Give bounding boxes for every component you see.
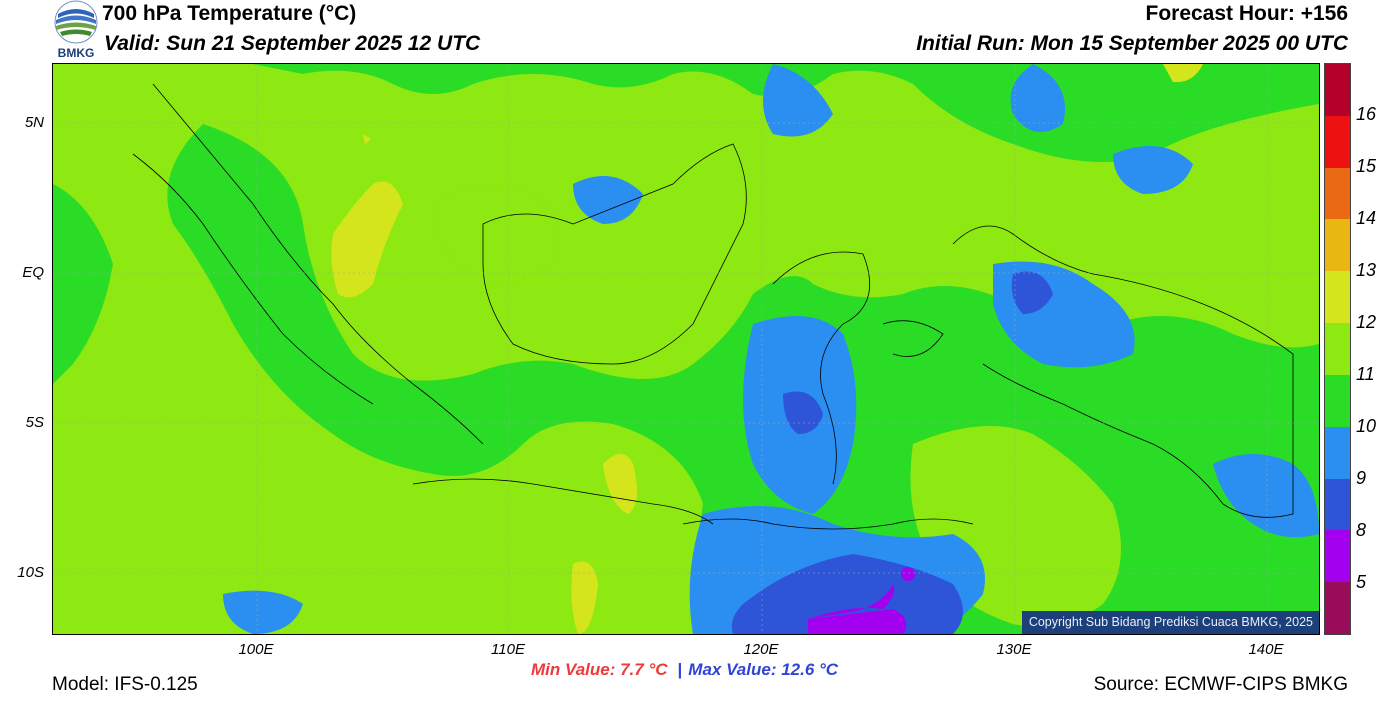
band-7-8 — [808, 567, 915, 634]
colorbar — [1324, 63, 1351, 635]
lon-label-130e: 130E — [996, 641, 1032, 658]
lon-label-110e: 110E — [491, 641, 525, 658]
svg-text:BMKG: BMKG — [58, 46, 95, 60]
temperature-field — [53, 64, 1319, 634]
bmkg-logo: BMKG — [52, 0, 100, 60]
colorbar-label-13: 13 — [1356, 260, 1377, 280]
colorbar-label-8: 8 — [1356, 520, 1367, 540]
colorbar-segment — [1325, 582, 1350, 634]
colorbar-segment — [1325, 115, 1350, 168]
colorbar-label-14: 14 — [1356, 208, 1377, 228]
lat-label-eq: EQ — [22, 264, 44, 281]
colorbar-segment — [1325, 323, 1350, 375]
colorbar-segment — [1325, 478, 1350, 531]
model-name: Model: IFS-0.125 — [52, 674, 198, 695]
colorbar-segment — [1325, 271, 1350, 324]
max-value: Max Value: 12.6 °C — [688, 660, 839, 679]
colorbar-segment — [1325, 167, 1350, 220]
copyright-notice: Copyright Sub Bidang Prediksi Cuaca BMKG… — [1021, 611, 1319, 634]
colorbar-segment — [1325, 219, 1350, 272]
coastlines — [132, 83, 1294, 530]
colorbar-label-12: 12 — [1356, 312, 1377, 332]
lon-label-120e: 120E — [743, 641, 779, 658]
colorbar-label-11: 11 — [1356, 364, 1375, 384]
value-separator: | — [677, 660, 683, 679]
colorbar-segment — [1325, 64, 1350, 116]
colorbar-label-16: 16 — [1356, 104, 1377, 124]
initial-run: Initial Run: Mon 15 September 2025 00 UT… — [916, 32, 1348, 55]
graticule — [53, 64, 1319, 634]
colorbar-segment — [1325, 374, 1350, 427]
forecast-hour: Forecast Hour: +156 — [1145, 2, 1349, 25]
min-max-values: Min Value: 7.7 °C | Max Value: 12.6 °C — [531, 660, 838, 680]
colorbar-segment — [1325, 426, 1350, 479]
colorbar-label-10: 10 — [1356, 416, 1377, 436]
lon-label-100e: 100E — [238, 641, 274, 658]
data-source: Source: ECMWF-CIPS BMKG — [1093, 674, 1348, 695]
lat-label-5n: 5N — [24, 114, 44, 131]
temperature-map: Copyright Sub Bidang Prediksi Cuaca BMKG… — [52, 63, 1320, 635]
colorbar-segment — [1325, 530, 1350, 583]
min-value: Min Value: 7.7 °C — [531, 660, 668, 679]
lat-label-10s: 10S — [17, 564, 44, 581]
valid-time: Valid: Sun 21 September 2025 12 UTC — [104, 32, 481, 55]
lon-label-140e: 140E — [1248, 641, 1284, 658]
band-12-13 — [331, 64, 1203, 634]
colorbar-label-5: 5 — [1356, 572, 1367, 592]
colorbar-label-9: 9 — [1356, 468, 1367, 488]
band-10-11 — [53, 64, 1319, 634]
map-title: 700 hPa Temperature (°C) — [102, 2, 357, 25]
colorbar-label-15: 15 — [1356, 156, 1377, 176]
lat-label-5s: 5S — [25, 414, 44, 431]
